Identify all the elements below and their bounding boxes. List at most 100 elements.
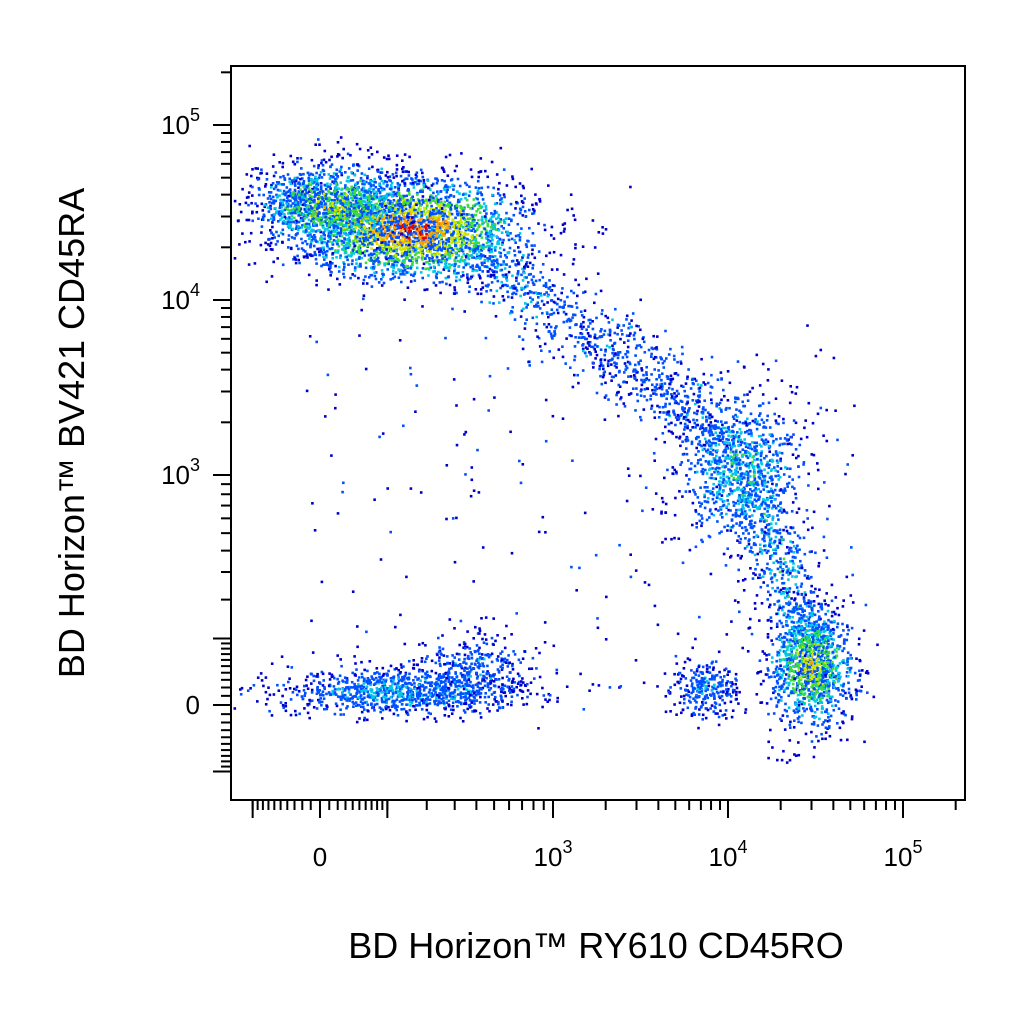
- event-dot: [420, 211, 423, 214]
- event-dot: [780, 592, 783, 595]
- event-dot: [715, 402, 719, 406]
- event-dot: [602, 333, 606, 336]
- event-dot: [452, 195, 456, 198]
- event-dot: [497, 213, 501, 217]
- event-dot: [509, 232, 512, 235]
- event-dot: [408, 241, 412, 245]
- event-dot: [365, 180, 368, 184]
- event-dot: [592, 345, 595, 349]
- event-dot: [357, 202, 360, 205]
- event-dot: [456, 236, 460, 240]
- event-dot: [434, 199, 438, 203]
- event-dot: [456, 200, 460, 204]
- event-dot: [458, 231, 462, 234]
- event-dot: [424, 261, 428, 264]
- event-dot: [555, 308, 559, 312]
- event-dot: [332, 172, 336, 175]
- event-dot: [377, 219, 380, 223]
- event-dot: [421, 276, 424, 280]
- event-dot: [362, 294, 366, 297]
- event-dot: [658, 373, 661, 377]
- event-dot: [371, 267, 375, 271]
- event-dot: [283, 215, 287, 219]
- event-dot: [481, 198, 485, 201]
- event-dot: [453, 205, 457, 208]
- event-dot: [420, 227, 423, 230]
- event-dot: [660, 378, 663, 382]
- event-dot: [792, 555, 795, 559]
- event-dot: [745, 517, 748, 521]
- event-dot: [569, 366, 572, 369]
- event-dot: [446, 188, 449, 191]
- event-dot: [785, 602, 788, 605]
- event-dot: [405, 250, 408, 254]
- event-dot: [349, 179, 353, 182]
- event-dot: [559, 231, 563, 235]
- event-dot: [572, 291, 576, 295]
- event-dot: [421, 267, 425, 270]
- event-dot: [607, 398, 610, 401]
- event-dot: [729, 529, 733, 532]
- event-dot: [633, 331, 637, 335]
- event-dot: [610, 358, 614, 361]
- event-dot: [516, 270, 520, 273]
- event-dot: [661, 405, 665, 409]
- event-dot: [480, 215, 484, 219]
- event-dot: [577, 283, 581, 287]
- event-dot: [434, 246, 438, 250]
- event-dot: [741, 526, 744, 530]
- event-dot: [412, 234, 416, 238]
- event-dot: [329, 211, 333, 214]
- event-dot: [691, 377, 695, 381]
- event-dot: [655, 346, 658, 349]
- event-dot: [471, 207, 474, 210]
- event-dot: [303, 202, 306, 205]
- event-dot: [337, 270, 341, 273]
- event-dot: [428, 210, 432, 213]
- event-dot: [827, 716, 830, 719]
- event-dot: [408, 193, 411, 196]
- event-dot: [786, 587, 789, 591]
- event-dot: [469, 207, 472, 210]
- event-dot: [472, 227, 475, 231]
- event-dot: [470, 175, 474, 179]
- event-dot: [727, 438, 730, 442]
- event-dot: [788, 532, 792, 535]
- event-dot: [435, 181, 439, 185]
- event-dot: [770, 639, 773, 642]
- event-dot: [760, 531, 764, 535]
- event-dot: [747, 491, 750, 494]
- event-dot: [532, 275, 535, 278]
- event-dot: [562, 273, 566, 276]
- event-dot: [814, 587, 817, 591]
- event-dot: [735, 419, 739, 422]
- event-dot: [307, 273, 311, 277]
- event-dot: [820, 662, 823, 666]
- event-dot: [429, 240, 433, 244]
- event-dot: [281, 201, 285, 205]
- event-dot: [501, 243, 504, 246]
- event-dot: [446, 248, 450, 251]
- event-dot: [470, 229, 473, 232]
- event-dot: [464, 227, 468, 230]
- event-dot: [513, 238, 516, 242]
- event-dot: [370, 252, 373, 256]
- event-dot: [373, 205, 377, 208]
- event-dot: [448, 213, 451, 216]
- event-dot: [392, 226, 396, 229]
- event-dot: [363, 182, 366, 186]
- event-dot: [353, 274, 357, 278]
- event-dot: [608, 372, 612, 375]
- event-dot: [673, 372, 677, 375]
- event-dot: [614, 307, 617, 311]
- event-dot: [400, 263, 403, 267]
- event-dot: [618, 385, 622, 388]
- event-dot: [422, 185, 426, 189]
- event-dot: [753, 498, 757, 501]
- event-dot: [743, 547, 747, 550]
- event-dot: [527, 253, 530, 257]
- event-dot: [769, 593, 772, 597]
- event-dot: [493, 223, 497, 227]
- event-dot: [342, 227, 346, 230]
- event-dot: [776, 612, 780, 615]
